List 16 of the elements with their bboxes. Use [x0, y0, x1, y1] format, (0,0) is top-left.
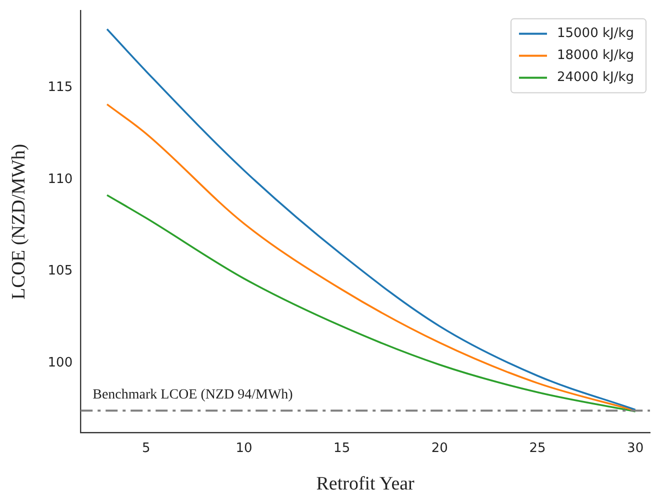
x-tick-label: 10: [236, 440, 252, 456]
ref-line-label: Benchmark LCOE (NZD 94/MWh): [92, 387, 294, 402]
legend-label: 15000 kJ/kg: [556, 26, 634, 42]
x-tick-label: 30: [627, 440, 644, 456]
legend-label: 18000 kJ/kg: [556, 48, 634, 64]
y-axis-title: LCOE (NZD/MWh): [8, 144, 30, 300]
x-tick-label: 5: [142, 440, 150, 456]
x-tick-label: 20: [431, 440, 448, 456]
y-tick-label: 110: [48, 172, 73, 187]
legend-label: 24000 kJ/kg: [556, 70, 634, 86]
x-tick-label: 25: [529, 440, 546, 456]
y-tick-label: 115: [48, 80, 73, 96]
x-tick-label: 15: [334, 440, 350, 456]
y-tick-label: 100: [48, 355, 73, 370]
y-tick-label: 105: [48, 264, 73, 279]
x-axis-title: Retrofit Year: [316, 474, 416, 495]
